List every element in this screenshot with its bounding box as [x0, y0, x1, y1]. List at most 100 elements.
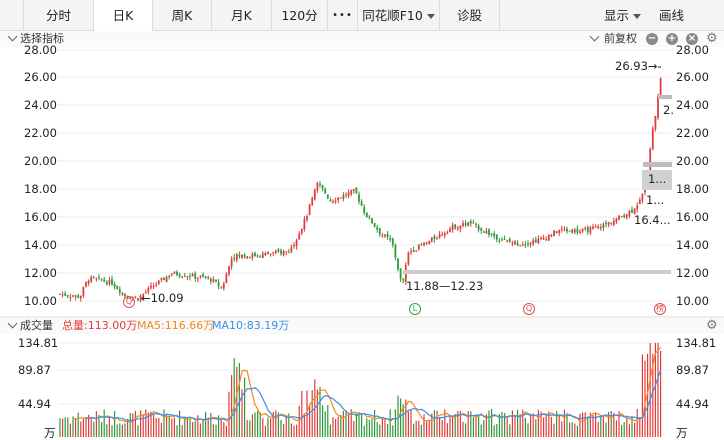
draw-line-button[interactable]: 画线	[659, 8, 685, 23]
event-marker-l[interactable]: L	[409, 303, 421, 315]
candle-body	[181, 276, 184, 278]
candle-body	[605, 222, 607, 224]
tab-weekly-k[interactable]: 周K	[153, 0, 212, 31]
candle-body	[464, 223, 467, 226]
candle-body	[155, 284, 158, 286]
candle-body	[534, 239, 537, 243]
panel-toggle[interactable]	[0, 0, 24, 31]
tab-diagnose[interactable]: 诊股	[440, 0, 500, 31]
candle-body	[277, 249, 280, 252]
tab-120min[interactable]: 120分	[272, 0, 328, 31]
tab-f10[interactable]: 同花顺F10	[358, 0, 440, 31]
candle-body	[118, 289, 121, 293]
candle-body	[282, 251, 285, 256]
event-marker-q[interactable]: Q	[523, 303, 535, 315]
tab-daily-k[interactable]: 日K	[94, 0, 153, 31]
candle-body	[144, 291, 147, 293]
candle-body	[402, 278, 405, 281]
candle-body	[610, 222, 613, 224]
candle-body	[441, 234, 444, 236]
candle-body	[550, 235, 553, 237]
candle-body	[524, 244, 527, 246]
zoom-out-icon[interactable]: −	[646, 33, 658, 45]
candle-body	[490, 233, 493, 235]
candle-body	[430, 237, 433, 242]
right-annotation-2: 1...	[648, 172, 667, 186]
candle-body	[256, 255, 259, 257]
volume-tick-right: 万	[676, 426, 688, 440]
candle-body	[300, 228, 303, 234]
price-tick-left: 20.00	[24, 154, 57, 168]
candle-body	[77, 295, 80, 298]
candle-body	[111, 278, 113, 285]
close-icon[interactable]: ×	[686, 33, 698, 45]
chevron-down-icon[interactable]	[7, 318, 18, 329]
more-icon[interactable]: •••	[328, 0, 358, 31]
candle-body	[248, 256, 251, 258]
candle-body	[95, 278, 98, 280]
candle-body	[373, 222, 376, 227]
candle-body	[347, 192, 350, 196]
tab-intraday[interactable]: 分时	[24, 0, 94, 31]
candle-body	[287, 252, 290, 254]
price-tick-right: 14.00	[676, 238, 709, 252]
range-label: 11.88—12.23	[406, 279, 484, 293]
level-marker	[658, 95, 672, 99]
candle-body	[365, 212, 368, 217]
candle-body	[542, 237, 545, 240]
volume-tick-left: 89.87	[18, 363, 51, 377]
candle-body	[389, 238, 392, 240]
candle-body	[657, 96, 659, 118]
candle-body	[584, 227, 587, 229]
volume-title[interactable]: 成交量	[20, 319, 53, 332]
candle-body	[597, 226, 600, 229]
price-tick-left: 14.00	[24, 238, 57, 252]
candle-body	[532, 240, 535, 244]
candle-body	[150, 285, 152, 288]
settings-icon[interactable]: ⚙	[706, 31, 718, 46]
candle-body	[308, 204, 311, 215]
candle-body	[228, 266, 230, 275]
candle-body	[272, 252, 275, 254]
candle-body	[495, 234, 498, 240]
tab-monthly-k[interactable]: 月K	[212, 0, 272, 31]
event-marker-rank[interactable]: 榜	[654, 303, 666, 315]
candle-body	[519, 245, 522, 247]
candle-body	[319, 183, 321, 186]
candle-body	[417, 244, 420, 250]
price-tick-right: 28.00	[676, 43, 709, 57]
candle-body	[407, 252, 410, 265]
candle-body	[399, 268, 402, 280]
range-bar	[403, 270, 671, 274]
candle-body	[116, 285, 119, 290]
candle-body	[103, 279, 106, 282]
candle-body	[352, 188, 355, 191]
candle-body	[553, 230, 555, 236]
candle-body	[163, 278, 165, 281]
price-tick-left: 26.00	[24, 70, 57, 84]
settings-icon[interactable]: ⚙	[706, 318, 718, 333]
price-tick-right: 24.00	[676, 98, 709, 112]
tab-f10-label: 同花顺F10	[362, 8, 423, 23]
candle-body	[659, 78, 662, 95]
zoom-in-icon[interactable]: +	[666, 33, 678, 45]
adjust-mode-select[interactable]: 前复权	[604, 32, 637, 45]
candle-body	[508, 238, 511, 242]
candle-body	[394, 244, 397, 258]
event-marker-q[interactable]: Q	[123, 296, 135, 308]
candle-body	[391, 238, 394, 245]
select-indicator-button[interactable]: 选择指标	[20, 32, 64, 45]
volume-tick-left: 134.81	[18, 336, 59, 350]
candle-body	[303, 219, 306, 230]
right-annotation-1: 2.	[663, 103, 674, 117]
candle-body	[376, 227, 379, 230]
candle-body	[620, 216, 623, 218]
candle-body	[381, 235, 384, 237]
display-menu[interactable]: 显示	[604, 0, 642, 31]
high-price-label: 26.93→	[615, 59, 658, 73]
candle-body	[579, 231, 581, 234]
candle-body	[298, 233, 301, 240]
right-annotation-3: 1...	[646, 193, 665, 207]
candle-body	[199, 275, 202, 277]
